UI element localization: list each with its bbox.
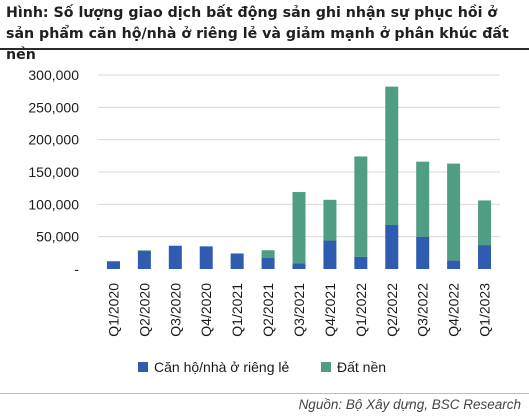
x-tick-label: Q2/2021 <box>260 283 276 337</box>
y-tick-label: - <box>74 261 79 277</box>
source-divider <box>0 393 529 394</box>
bar-apartment <box>447 260 461 269</box>
bar-land <box>447 163 461 261</box>
bar-land <box>292 192 306 264</box>
x-tick-label: Q1/2020 <box>105 283 121 337</box>
legend-swatch-apartment <box>138 362 148 372</box>
legend-swatch-land <box>321 362 331 372</box>
y-tick-label: 100,000 <box>28 196 79 212</box>
bar-land <box>323 199 337 241</box>
x-tick-label: Q1/2023 <box>477 283 493 337</box>
legend-item-land: Đất nền <box>321 359 386 375</box>
y-tick-label: 200,000 <box>28 132 79 148</box>
legend-label-apartment: Căn hộ/nhà ở riêng lẻ <box>154 359 290 375</box>
legend-item-apartment: Căn hộ/nhà ở riêng lẻ <box>138 359 289 375</box>
x-tick-label: Q2/2020 <box>136 283 152 337</box>
y-tick-label: 250,000 <box>28 99 79 115</box>
bar-apartment <box>137 250 151 269</box>
y-axis-ticks: - 50,000 100,000 150,000 200,000 250,000 300,0… <box>28 67 79 277</box>
x-tick-label: Q4/2021 <box>322 283 338 337</box>
x-tick-label: Q3/2021 <box>291 283 307 337</box>
bar-apartment <box>416 236 430 269</box>
bar-land <box>416 161 430 237</box>
title-divider <box>0 48 529 50</box>
bar-apartment <box>292 263 306 269</box>
x-axis-ticks: Q1/2020 Q2/2020 Q3/2020 Q4/2020 Q1/2021 Q2/20… <box>105 283 492 337</box>
legend: Căn hộ/nhà ở riêng lẻ Đất nền <box>0 359 529 379</box>
bar-apartment <box>323 240 337 269</box>
bar-apartment <box>261 258 275 269</box>
chart-title: Hình: Số lượng giao dịch bất động sản gh… <box>6 5 509 63</box>
bar-land <box>354 156 368 257</box>
y-tick-label: 50,000 <box>36 229 79 245</box>
x-tick-label: Q1/2021 <box>229 283 245 337</box>
bar-apartment <box>478 245 492 269</box>
y-tick-label: 150,000 <box>28 164 79 180</box>
stacked-bar-chart: - 50,000 100,000 150,000 200,000 250,000 300,0… <box>28 67 500 337</box>
x-tick-label: Q3/2022 <box>415 283 431 337</box>
x-tick-label: Q1/2022 <box>353 283 369 337</box>
source-note: Nguồn: Bộ Xây dựng, BSC Research <box>298 397 521 412</box>
legend-label-land: Đất nền <box>337 359 387 375</box>
bar-apartment <box>168 245 182 269</box>
bar-land <box>478 200 492 246</box>
x-tick-label: Q4/2020 <box>198 283 214 337</box>
bar-apartment <box>385 225 399 269</box>
bars <box>106 86 492 269</box>
bar-apartment <box>230 253 244 269</box>
x-tick-label: Q2/2022 <box>384 283 400 337</box>
bar-land <box>137 250 151 251</box>
x-tick-label: Q3/2020 <box>167 283 183 337</box>
x-tick-label: Q4/2022 <box>446 283 462 337</box>
bar-land <box>261 250 275 259</box>
bar-apartment <box>199 246 213 269</box>
bar-apartment <box>354 256 368 269</box>
y-tick-label: 300,000 <box>28 67 79 83</box>
bar-apartment <box>106 261 120 269</box>
bar-land <box>385 86 399 226</box>
